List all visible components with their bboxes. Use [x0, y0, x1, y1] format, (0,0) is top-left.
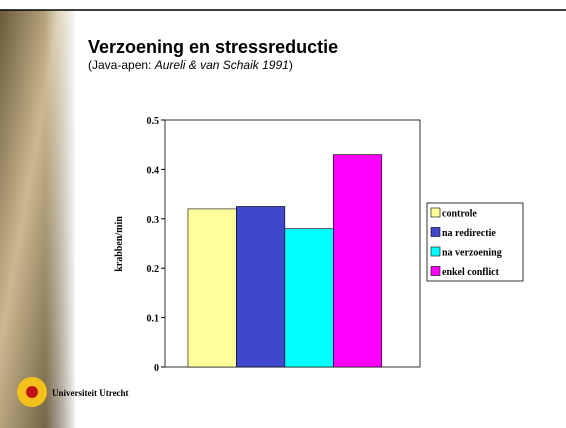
y-axis-label: krabben/min [114, 216, 125, 272]
y-tick-label: 0.5 [147, 116, 160, 127]
legend-swatch [431, 228, 440, 237]
photo-fade [45, 10, 77, 428]
bar [188, 209, 236, 367]
y-tick-label: 0.1 [147, 314, 160, 325]
legend-label: na redirectie [442, 228, 496, 239]
y-tick-label: 0.4 [147, 165, 160, 176]
legend-label: enkel conflict [442, 267, 500, 278]
slide: Verzoening en stressreductie (Java-apen:… [0, 0, 566, 428]
legend-swatch [431, 208, 440, 217]
bar [333, 155, 381, 367]
page: Verzoening en stressreductie (Java-apen:… [0, 0, 566, 428]
subtitle-suffix: ) [289, 58, 293, 72]
bar [285, 229, 333, 367]
logo-center [26, 386, 38, 398]
legend-label: na verzoening [442, 248, 502, 259]
y-tick-label: 0 [154, 363, 159, 374]
y-tick-label: 0.2 [147, 264, 160, 275]
legend-swatch [431, 267, 440, 276]
y-tick-label: 0.3 [147, 215, 160, 226]
slide-subtitle: (Java-apen: Aureli & van Schaik 1991) [88, 58, 293, 72]
slide-title: Verzoening en stressreductie [88, 37, 338, 57]
bar [236, 206, 284, 367]
subtitle-italic: Aureli & van Schaik 1991 [154, 58, 289, 72]
subtitle-prefix: (Java-apen: [88, 58, 151, 72]
logo-text: Universiteit Utrecht [52, 388, 129, 398]
legend-label: controle [442, 209, 477, 220]
legend-swatch [431, 247, 440, 256]
